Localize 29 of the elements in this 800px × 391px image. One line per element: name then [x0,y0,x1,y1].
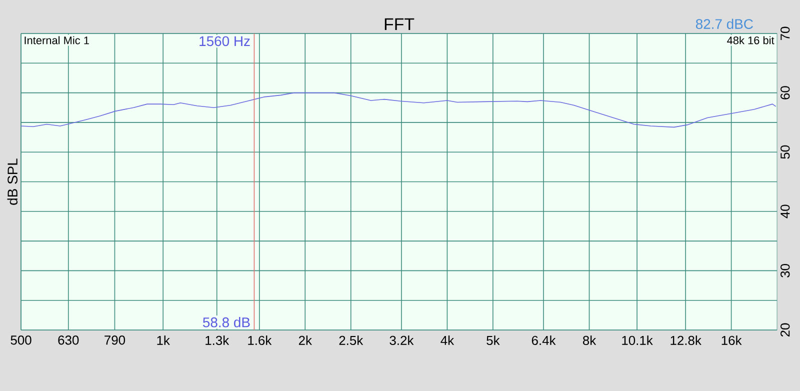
chart-title: FFT [384,18,414,30]
y-tick-label: 70 [780,26,790,40]
y-tick-label: 30 [780,264,790,278]
x-tick-label: 1.6k [248,336,272,346]
x-tick-label: 2.5k [339,336,364,346]
x-tick-label: 4k [440,336,454,345]
y-tick-label: 20 [780,323,790,337]
x-tick-label: 790 [104,336,126,345]
y-axis-title: dB SPL [7,158,18,205]
x-tick-label: 2k [298,336,312,345]
x-tick-label: 1k [157,336,170,345]
x-tick-label: 6.4k [532,336,556,346]
x-tick-label: 3.2k [390,336,414,346]
text: 82.7 dBC [696,18,753,29]
x-tick-label: 12.8k [670,336,702,346]
x-tick-label: 8k [582,336,596,346]
x-tick-label: 5k [486,336,500,346]
x-tick-label: 16k [722,336,742,346]
x-tick-label: 630 [58,336,79,345]
x-tick-label: 500 [10,336,32,345]
x-tick-label: 10.1k [622,336,653,346]
x-tick-label: 1.3k [206,336,230,346]
y-tick-label: 50 [780,145,790,159]
ref-line-label: 1560 Hz [200,36,250,46]
y-tick-label: 40 [780,204,790,218]
annotation: 58.8 dB [202,317,250,328]
annotation: Internal Mic 1 [24,36,89,44]
y-tick-label: 60 [780,86,790,100]
annotation: 48k 16 bit [727,36,774,44]
